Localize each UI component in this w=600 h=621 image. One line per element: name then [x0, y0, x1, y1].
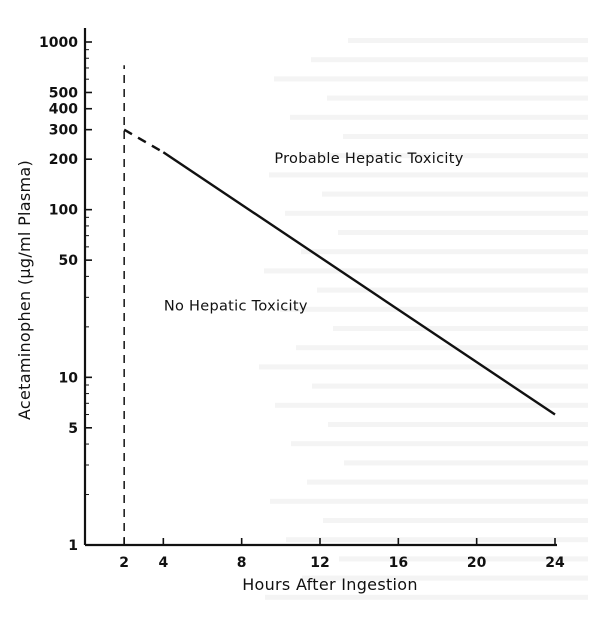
- annotation-no-hepatic-toxicity: No Hepatic Toxicity: [164, 299, 308, 315]
- y-tick-label: 10: [59, 370, 79, 386]
- x-tick-label: 20: [467, 555, 487, 571]
- y-tick-label: 500: [49, 85, 78, 101]
- y-tick-label: 400: [49, 102, 78, 118]
- axes: [83, 28, 557, 547]
- y-tick-label: 50: [59, 253, 79, 269]
- y-axis-title: Acetaminophen (µg/ml Plasma): [15, 160, 34, 420]
- x-tick-label: 8: [237, 555, 247, 571]
- y-tick-label: 300: [49, 123, 78, 139]
- y-tick-label: 200: [49, 152, 78, 168]
- series-line-solid: [162, 151, 556, 416]
- annotation-probable-hepatic-toxicity: Probable Hepatic Toxicity: [274, 151, 463, 167]
- x-tick-label: 4: [158, 555, 168, 571]
- x-tick-label: 12: [310, 555, 329, 571]
- x-tick-label: 24: [545, 555, 565, 571]
- y-tick-label: 100: [49, 203, 78, 219]
- series-lines: [123, 65, 556, 545]
- y-tick-label: 1: [68, 538, 78, 554]
- x-tick-label: 16: [389, 555, 408, 571]
- series-line-dashed: [123, 128, 164, 154]
- y-tick-label: 5: [68, 421, 78, 437]
- x-axis-title: Hours After Ingestion: [242, 575, 418, 594]
- y-tick-label: 1000: [39, 35, 78, 51]
- x-tick-label: 2: [119, 555, 129, 571]
